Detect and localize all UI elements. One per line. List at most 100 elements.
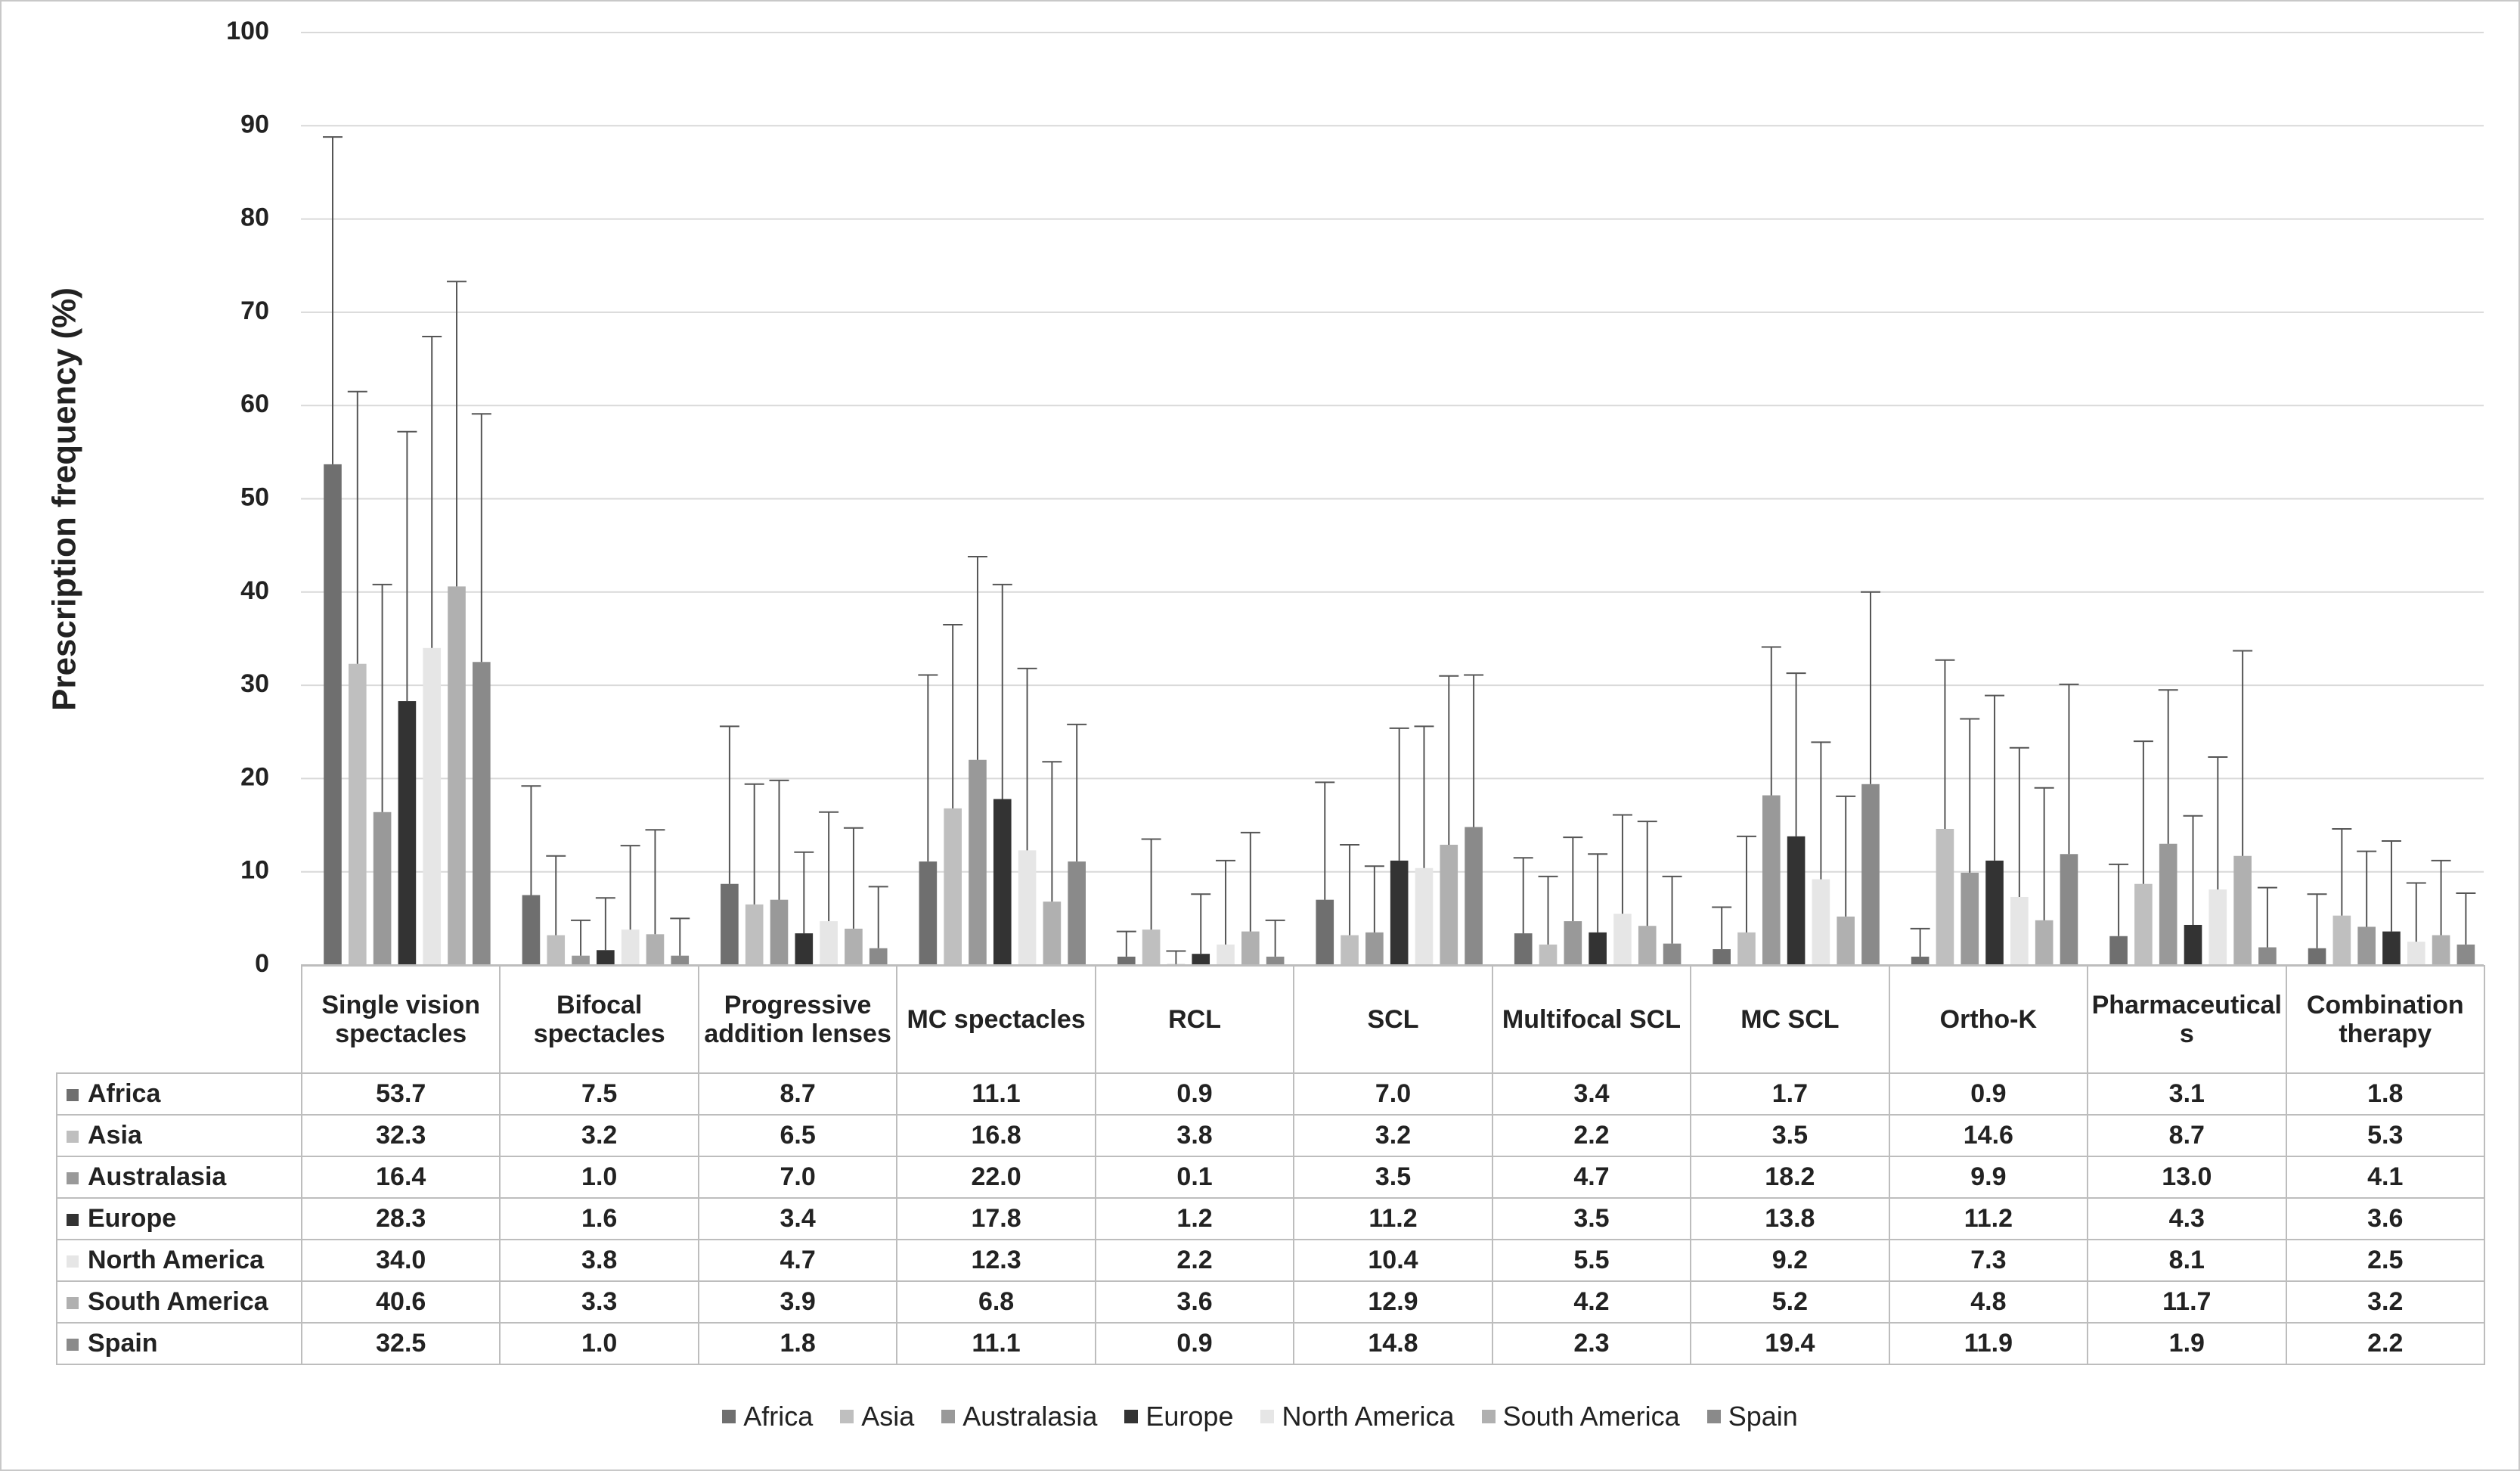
- table-value: 11.1: [896, 1322, 1096, 1365]
- table-row: North America 34.0 3.8 4.7 12.3 2.2 10.4 5.5 9.2…: [56, 1239, 2485, 1282]
- error-bar: [2456, 892, 2476, 945]
- error-bar: [2133, 740, 2153, 884]
- table-value: 40.6: [300, 1280, 501, 1324]
- error-bar: [819, 811, 839, 922]
- table-value: 8.7: [697, 1072, 898, 1116]
- bar: [1217, 944, 1235, 965]
- table-value: 11.1: [896, 1072, 1096, 1116]
- bar: [1068, 861, 1086, 965]
- error-bar: [347, 390, 367, 664]
- bar: [1713, 949, 1731, 965]
- row-label: Asia: [88, 1121, 142, 1150]
- category-label: RCL: [1094, 965, 1295, 1074]
- bar: [944, 808, 962, 965]
- table-value: 13.8: [1690, 1197, 1890, 1240]
- table-value: 0.9: [1094, 1322, 1295, 1365]
- bar: [1142, 929, 1161, 965]
- bar: [1514, 933, 1533, 965]
- error-bar: [1538, 875, 1558, 945]
- bar: [2060, 854, 2078, 965]
- bar: [423, 647, 442, 965]
- bar: [448, 586, 466, 965]
- error-bar: [1786, 672, 1806, 836]
- bar: [2233, 855, 2252, 965]
- y-tick-label: 70: [240, 296, 269, 325]
- error-bar: [1637, 821, 1657, 926]
- legend-swatch: [840, 1410, 854, 1423]
- bar: [2407, 942, 2425, 965]
- bar: [398, 701, 417, 965]
- table-value: 3.5: [1491, 1197, 1692, 1240]
- table-value: 4.2: [1491, 1280, 1692, 1324]
- table-value: 7.5: [499, 1072, 699, 1116]
- error-bar: [1736, 835, 1756, 933]
- error-bar: [1364, 865, 1384, 933]
- category-label: SCL: [1293, 965, 1493, 1074]
- table-value: 2.5: [2285, 1239, 2485, 1282]
- error-bar: [323, 136, 343, 464]
- table-value: 3.4: [1491, 1072, 1692, 1116]
- bar: [1787, 836, 1806, 965]
- error-bar: [1067, 723, 1087, 862]
- error-bar: [2059, 683, 2079, 855]
- error-bar: [2332, 827, 2352, 916]
- table-value: 14.8: [1293, 1322, 1493, 1365]
- error-bar: [1811, 741, 1831, 880]
- table-value: 19.4: [1690, 1322, 1890, 1365]
- row-header: South America: [56, 1280, 302, 1324]
- table-value: 16.4: [300, 1156, 501, 1199]
- bar: [1440, 844, 1458, 965]
- bar: [2382, 931, 2401, 965]
- error-bar: [2257, 886, 2277, 948]
- table-value: 5.5: [1491, 1239, 1692, 1282]
- error-bar: [1414, 725, 1434, 868]
- row-header: North America: [56, 1239, 302, 1282]
- error-bar: [2183, 815, 2203, 925]
- error-bar: [1265, 919, 1285, 957]
- bar: [1192, 954, 1210, 965]
- category-label: Combination therapy: [2285, 965, 2485, 1074]
- table-value: 4.7: [1491, 1156, 1692, 1199]
- legend-swatch: [1481, 1410, 1496, 1423]
- bar: [820, 921, 838, 965]
- table-value: 1.8: [697, 1322, 898, 1365]
- legend-label: South America: [1502, 1401, 1680, 1432]
- error-bar: [1836, 795, 1856, 917]
- bar: [1861, 784, 1880, 965]
- table-value: 3.1: [2087, 1072, 2287, 1116]
- bar: [1812, 879, 1830, 965]
- legend-swatch: [1124, 1410, 1139, 1423]
- table-value: 7.3: [1888, 1239, 2089, 1282]
- table-value: 3.5: [1293, 1156, 1493, 1199]
- y-tick-label: 10: [240, 856, 269, 885]
- error-bar: [918, 674, 938, 862]
- y-tick-label: 80: [240, 203, 269, 232]
- error-bar: [943, 623, 963, 808]
- error-bar: [1141, 838, 1161, 930]
- table-row: Europe 28.3 1.6 3.4 17.8 1.2 11.2 3.5 13.8 11.2 4.…: [56, 1197, 2485, 1240]
- bar: [1241, 931, 1260, 965]
- legend-label: Europe: [1145, 1401, 1234, 1432]
- table-value: 9.9: [1888, 1156, 2089, 1199]
- table-value: 1.0: [499, 1322, 699, 1365]
- table-value: 11.9: [1888, 1322, 2089, 1365]
- table-value: 6.8: [896, 1280, 1096, 1324]
- table-value: 3.2: [2285, 1280, 2485, 1324]
- error-bar: [769, 779, 789, 900]
- table-value: 7.0: [1293, 1072, 1493, 1116]
- table-header-row: Single vision spectacles Bifocal spectacl…: [57, 965, 2485, 1074]
- row-swatch: [67, 1089, 79, 1102]
- category-label: Single vision spectacles: [300, 965, 501, 1074]
- error-bar: [1389, 727, 1409, 861]
- table-value: 1.2: [1094, 1197, 1295, 1240]
- error-bar: [670, 917, 690, 956]
- error-bar: [422, 335, 442, 648]
- bar: [993, 799, 1012, 965]
- category-label: MC SCL: [1690, 965, 1890, 1074]
- legend-item: Europe: [1124, 1401, 1233, 1432]
- y-tick-label: 50: [240, 483, 269, 511]
- legend-item: Asia: [840, 1401, 914, 1432]
- table-value: 16.8: [896, 1114, 1096, 1157]
- category-label: Multifocal SCL: [1491, 965, 1692, 1074]
